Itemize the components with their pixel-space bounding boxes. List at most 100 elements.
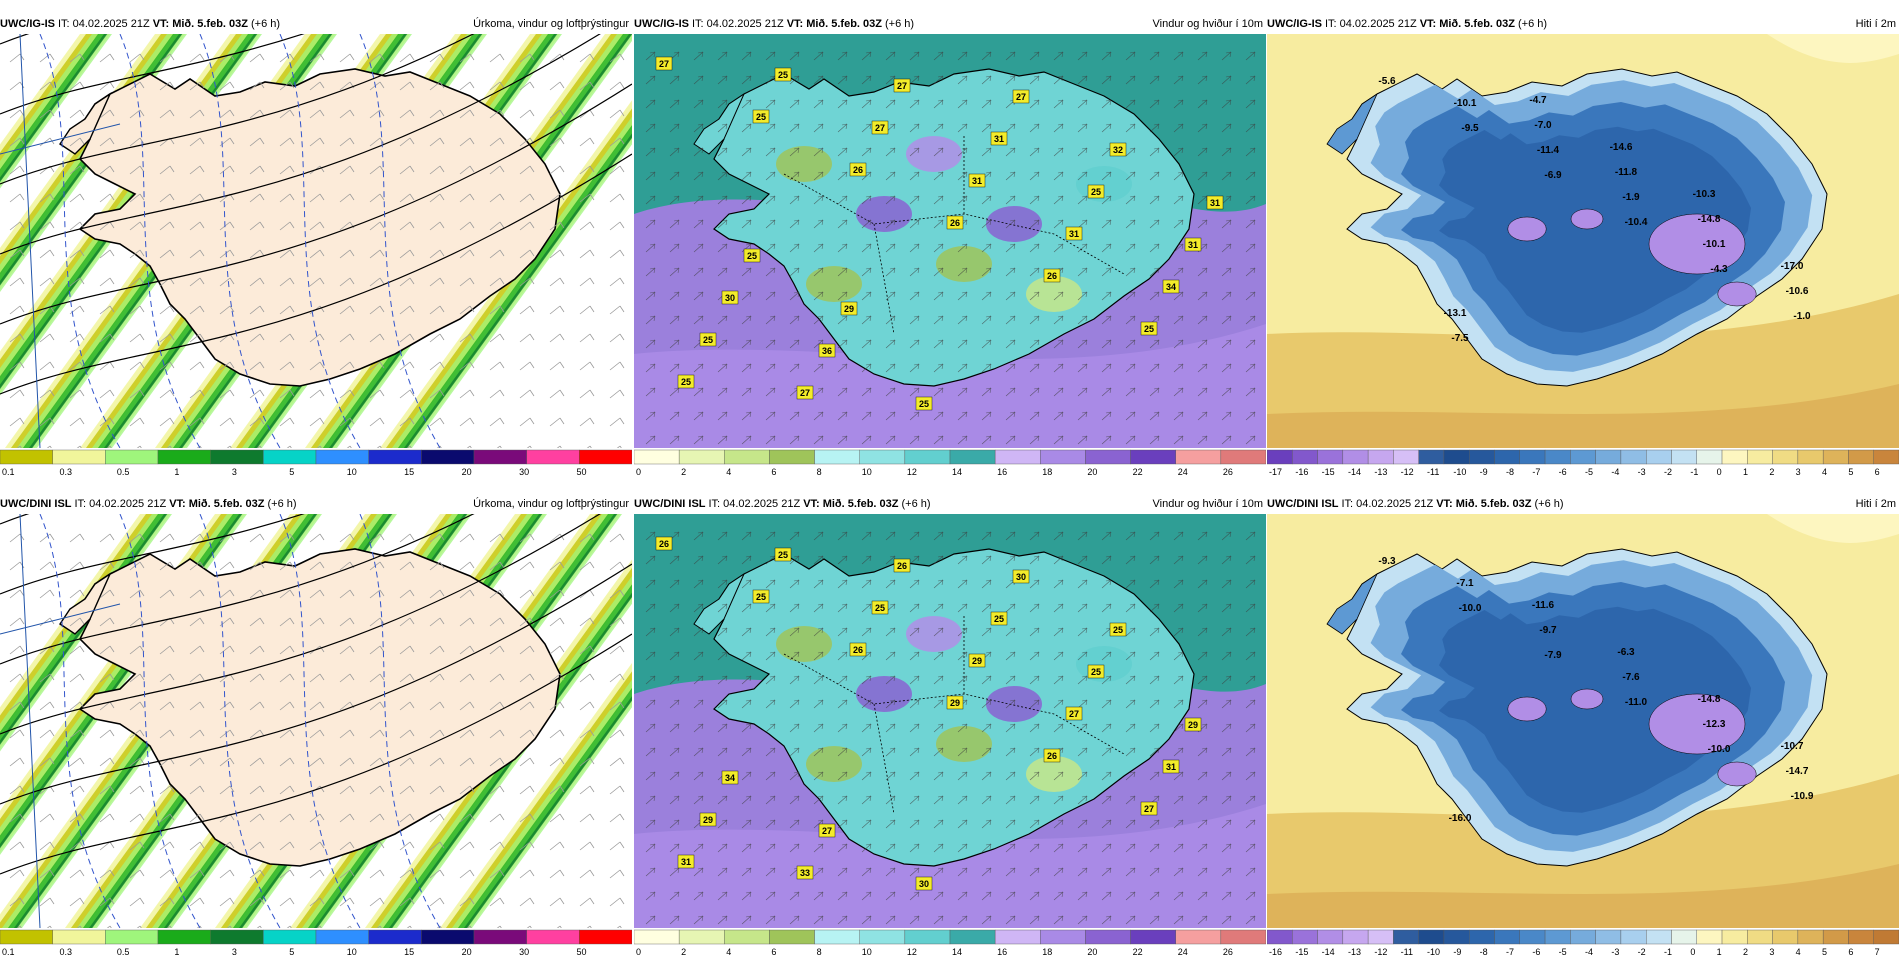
legend-swatch [949, 929, 996, 945]
svg-text:27: 27 [1144, 804, 1154, 814]
temp-label: -9.7 [1539, 625, 1557, 636]
legend-label: 6 [1875, 467, 1880, 477]
legend-swatch [1544, 449, 1571, 465]
svg-text:29: 29 [703, 815, 713, 825]
svg-text:34: 34 [725, 773, 735, 783]
gust-label: 25 [743, 248, 761, 263]
legend-label: 0.3 [59, 947, 72, 957]
legend-swatch [1671, 929, 1697, 945]
svg-text:31: 31 [972, 176, 982, 186]
gust-label: 27 [796, 385, 814, 400]
legend-label: 12 [907, 467, 917, 477]
svg-text:25: 25 [994, 614, 1004, 624]
legend-label: 4 [726, 467, 731, 477]
gust-label: 25 [871, 600, 889, 615]
legend-label: -16 [1295, 467, 1308, 477]
legend-swatch [1418, 929, 1445, 945]
legend-swatch [473, 929, 527, 945]
legend-label: -15 [1295, 947, 1308, 957]
temp-label: -14.8 [1698, 214, 1721, 225]
panel-header: UWC/IG-IS IT: 04.02.2025 21Z VT: Mið. 5.feb.… [0, 14, 632, 34]
legend-label: 0.5 [117, 947, 130, 957]
color-legend: 0 2 4 6 8 10 12 14 16 18 20 22 24 26 [634, 449, 1266, 477]
legend-swatch [1772, 929, 1799, 945]
it-value: 04.02.2025 21Z [723, 498, 801, 510]
legend-label: -10 [1427, 947, 1440, 957]
temp-label: -7.9 [1544, 650, 1562, 661]
temp-label: -17.0 [1781, 261, 1804, 272]
legend-label: -1 [1690, 467, 1698, 477]
legend-label: 1 [1743, 467, 1748, 477]
legend-swatch [1469, 929, 1495, 945]
legend-swatch [473, 449, 527, 465]
svg-text:26: 26 [853, 645, 863, 655]
legend-label: 3 [232, 467, 237, 477]
gust-label: 31 [968, 173, 986, 188]
legend-label: 2 [681, 947, 686, 957]
legend-label: 10 [347, 467, 357, 477]
legend-swatch [1292, 929, 1318, 945]
temp-label: -10.1 [1454, 98, 1477, 109]
svg-text:25: 25 [703, 335, 713, 345]
legend-label: -8 [1480, 947, 1488, 957]
legend-swatch [1519, 929, 1546, 945]
legend-label: 50 [577, 947, 587, 957]
gust-label: 30 [1012, 569, 1030, 584]
svg-text:25: 25 [1113, 625, 1123, 635]
lead-time: (+6 h) [901, 498, 931, 510]
legend-label: 4 [1796, 947, 1801, 957]
legend-label: 0 [1690, 947, 1695, 957]
legend-swatch [1040, 449, 1086, 465]
legend-label: -8 [1506, 467, 1514, 477]
legend-swatch [1848, 929, 1874, 945]
svg-text:29: 29 [1188, 720, 1198, 730]
gust-label: 29 [840, 301, 858, 316]
svg-text:27: 27 [822, 826, 832, 836]
temp-label: -10.1 [1703, 239, 1726, 250]
gust-label: 29 [699, 812, 717, 827]
svg-text:30: 30 [919, 879, 929, 889]
legend-label: 10 [347, 947, 357, 957]
panel-title: Vindur og hviður í 10m [1152, 498, 1263, 510]
svg-text:25: 25 [681, 377, 691, 387]
svg-text:25: 25 [756, 592, 766, 602]
gust-label: 27 [871, 120, 889, 135]
legend-label: 15 [404, 947, 414, 957]
legend-label: 2 [1743, 947, 1748, 957]
temp-label: -10.0 [1708, 744, 1731, 755]
legend-label: 15 [404, 467, 414, 477]
gust-label: 27 [818, 823, 836, 838]
legend-label: 6 [771, 947, 776, 957]
model-name: UWC/DINI ISL [634, 498, 706, 510]
vt-label: VT: [152, 18, 170, 30]
legend-swatch [1595, 449, 1622, 465]
gust-label: 29 [946, 695, 964, 710]
legend-label: -5 [1559, 947, 1567, 957]
gust-label: 25 [677, 374, 695, 389]
legend-swatch [1797, 449, 1824, 465]
legend-label: -6 [1532, 947, 1540, 957]
legend-swatch [1367, 929, 1394, 945]
it-value: 04.02.2025 21Z [89, 498, 167, 510]
legend-swatch [105, 929, 159, 945]
svg-text:31: 31 [1166, 762, 1176, 772]
legend-swatch [678, 449, 725, 465]
legend-swatch [579, 929, 632, 945]
map-canvas: 26 25 26 29 26 27 31 25 25 29 27 31 29 33 26 25 25 29 34 27… [634, 514, 1266, 928]
legend-swatch [949, 449, 996, 465]
legend-label: 5 [289, 947, 294, 957]
lead-time: (+6 h) [251, 18, 281, 30]
panel-title: Hiti í 2m [1855, 498, 1896, 510]
legend-swatch [1848, 449, 1874, 465]
temp-label: -14.7 [1786, 766, 1809, 777]
vt-value: Mið. 5.feb. 03Z [188, 498, 265, 510]
legend-label: 24 [1178, 467, 1188, 477]
vt-label: VT: [786, 18, 804, 30]
legend-label: -6 [1559, 467, 1567, 477]
gust-label: 27 [1012, 89, 1030, 104]
legend-swatch [1220, 929, 1266, 945]
lead-time: (+6 h) [885, 18, 915, 30]
legend-label: -2 [1638, 947, 1646, 957]
vt-label: VT: [803, 498, 820, 510]
gust-label: 25 [752, 589, 770, 604]
